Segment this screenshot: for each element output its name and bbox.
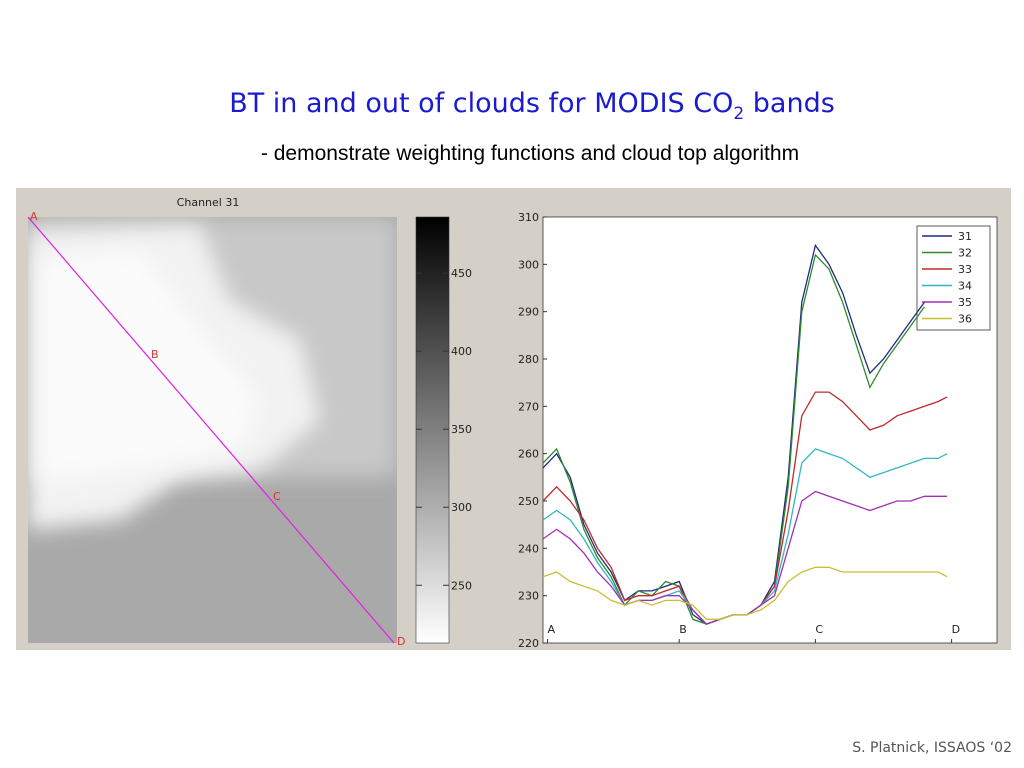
y-tick-label: 240 <box>518 542 539 555</box>
y-tick-label: 280 <box>518 353 539 366</box>
colorbar-tick-label: 250 <box>451 579 472 592</box>
image-title: Channel 31 <box>177 196 240 209</box>
y-tick-label: 230 <box>518 590 539 603</box>
y-tick-label: 290 <box>518 306 539 319</box>
x-tick-label: A <box>548 623 556 636</box>
colorbar-tick-label: 400 <box>451 345 472 358</box>
y-tick-label: 300 <box>518 258 539 271</box>
legend-label: 34 <box>958 280 972 293</box>
transect-label: A <box>30 210 38 223</box>
y-tick-label: 310 <box>518 211 539 224</box>
y-tick-label: 270 <box>518 400 539 413</box>
legend-label: 32 <box>958 247 972 260</box>
x-tick-label: C <box>815 623 823 636</box>
footer: S. Platnick, ISSAOS ‘02 <box>852 740 1012 756</box>
x-tick-label: D <box>952 623 960 636</box>
legend <box>916 225 991 331</box>
slide-title: BT in and out of clouds for MODIS CO2 ba… <box>229 88 835 124</box>
y-tick-label: 250 <box>518 495 539 508</box>
colorbar-tick-label: 450 <box>451 267 472 280</box>
legend-label: 35 <box>958 296 972 309</box>
transect-label: C <box>273 490 281 503</box>
legend-label: 36 <box>958 313 972 326</box>
transect-label: B <box>151 348 159 361</box>
colorbar <box>415 216 450 644</box>
y-tick-label: 260 <box>518 448 539 461</box>
x-tick-label: B <box>679 623 687 636</box>
transect-label: D <box>397 635 405 648</box>
colorbar-tick-label: 300 <box>451 501 472 514</box>
series-line <box>542 566 948 620</box>
slide-subtitle: - demonstrate weighting functions and cl… <box>261 142 799 165</box>
transect-line <box>27 216 395 644</box>
y-tick-label: 220 <box>518 637 539 650</box>
legend-label: 31 <box>958 230 972 243</box>
colorbar-tick-label: 350 <box>451 423 472 436</box>
legend-label: 33 <box>958 263 972 276</box>
